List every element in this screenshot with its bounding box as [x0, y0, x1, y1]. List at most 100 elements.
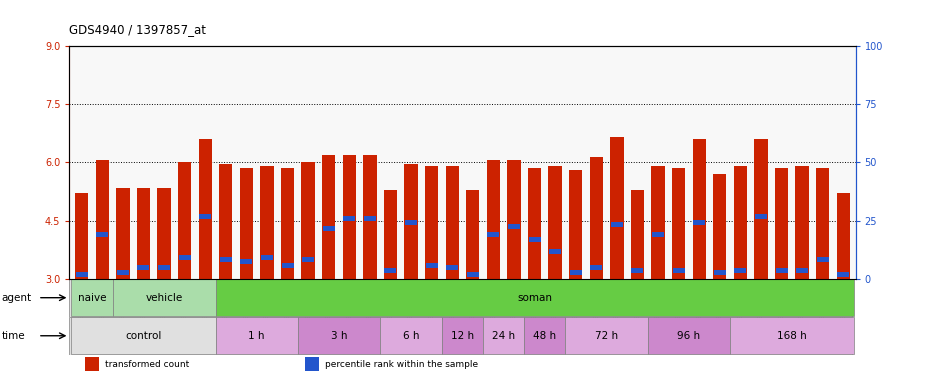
Bar: [693, 220, 705, 225]
Bar: [260, 166, 274, 279]
Bar: [75, 194, 89, 279]
Text: time: time: [2, 331, 26, 341]
Bar: [755, 214, 767, 219]
Bar: [71, 318, 216, 354]
Bar: [261, 255, 273, 260]
Bar: [796, 268, 808, 273]
Bar: [137, 187, 150, 279]
Bar: [570, 270, 582, 275]
Bar: [483, 318, 524, 354]
Text: transformed count: transformed count: [105, 360, 189, 369]
Bar: [631, 190, 644, 279]
Bar: [837, 272, 849, 277]
Bar: [364, 155, 376, 279]
Bar: [157, 187, 171, 279]
Bar: [442, 318, 483, 354]
Bar: [216, 280, 854, 316]
Text: percentile rank within the sample: percentile rank within the sample: [325, 360, 478, 369]
Bar: [569, 170, 583, 279]
Bar: [652, 232, 664, 237]
Bar: [117, 187, 130, 279]
Bar: [796, 166, 808, 279]
Bar: [380, 318, 442, 354]
Bar: [508, 224, 520, 229]
Bar: [775, 168, 788, 279]
Bar: [467, 272, 479, 277]
Bar: [425, 166, 438, 279]
Bar: [216, 318, 298, 354]
Bar: [404, 164, 418, 279]
Bar: [385, 268, 397, 273]
Bar: [836, 194, 850, 279]
Bar: [117, 270, 129, 275]
Bar: [714, 270, 726, 275]
Bar: [734, 268, 746, 273]
Bar: [220, 257, 232, 262]
Bar: [565, 318, 647, 354]
Text: 6 h: 6 h: [402, 331, 419, 341]
Bar: [446, 265, 458, 270]
Bar: [672, 168, 685, 279]
Text: agent: agent: [2, 293, 32, 303]
Bar: [426, 263, 438, 268]
Bar: [734, 166, 747, 279]
Text: naive: naive: [78, 293, 106, 303]
Bar: [281, 168, 294, 279]
Text: GDS4940 / 1397857_at: GDS4940 / 1397857_at: [69, 23, 206, 36]
Text: vehicle: vehicle: [145, 293, 182, 303]
Bar: [693, 139, 706, 279]
Text: 1 h: 1 h: [249, 331, 265, 341]
Bar: [549, 249, 561, 254]
Bar: [281, 263, 293, 268]
Text: 24 h: 24 h: [492, 331, 515, 341]
Bar: [775, 268, 787, 273]
Bar: [302, 162, 314, 279]
Bar: [179, 255, 191, 260]
Bar: [487, 161, 500, 279]
Bar: [713, 174, 726, 279]
Bar: [524, 318, 565, 354]
Bar: [816, 168, 830, 279]
Bar: [343, 216, 355, 221]
Text: 48 h: 48 h: [534, 331, 557, 341]
Text: 12 h: 12 h: [450, 331, 474, 341]
Bar: [113, 280, 216, 316]
Bar: [298, 318, 380, 354]
Bar: [487, 232, 500, 237]
Bar: [590, 265, 602, 270]
Bar: [305, 358, 319, 371]
Text: 72 h: 72 h: [595, 331, 618, 341]
Text: soman: soman: [517, 293, 552, 303]
Bar: [610, 222, 623, 227]
Bar: [96, 232, 108, 237]
Bar: [528, 168, 541, 279]
Bar: [754, 139, 768, 279]
Bar: [302, 257, 315, 262]
Bar: [364, 216, 376, 221]
Bar: [648, 318, 730, 354]
Bar: [199, 214, 211, 219]
Text: control: control: [125, 331, 162, 341]
Bar: [405, 220, 417, 225]
Text: 3 h: 3 h: [331, 331, 347, 341]
Bar: [342, 155, 356, 279]
Bar: [322, 155, 336, 279]
Bar: [528, 237, 540, 242]
Bar: [240, 168, 253, 279]
Bar: [610, 137, 623, 279]
Bar: [219, 164, 232, 279]
Bar: [95, 161, 109, 279]
Bar: [384, 190, 397, 279]
Bar: [672, 268, 684, 273]
Text: 168 h: 168 h: [777, 331, 807, 341]
Bar: [632, 268, 644, 273]
Bar: [817, 257, 829, 262]
Bar: [138, 265, 150, 270]
Bar: [158, 265, 170, 270]
Bar: [85, 358, 99, 371]
Bar: [240, 259, 253, 264]
Bar: [178, 162, 191, 279]
Bar: [651, 166, 665, 279]
Bar: [446, 166, 459, 279]
Text: 96 h: 96 h: [677, 331, 700, 341]
